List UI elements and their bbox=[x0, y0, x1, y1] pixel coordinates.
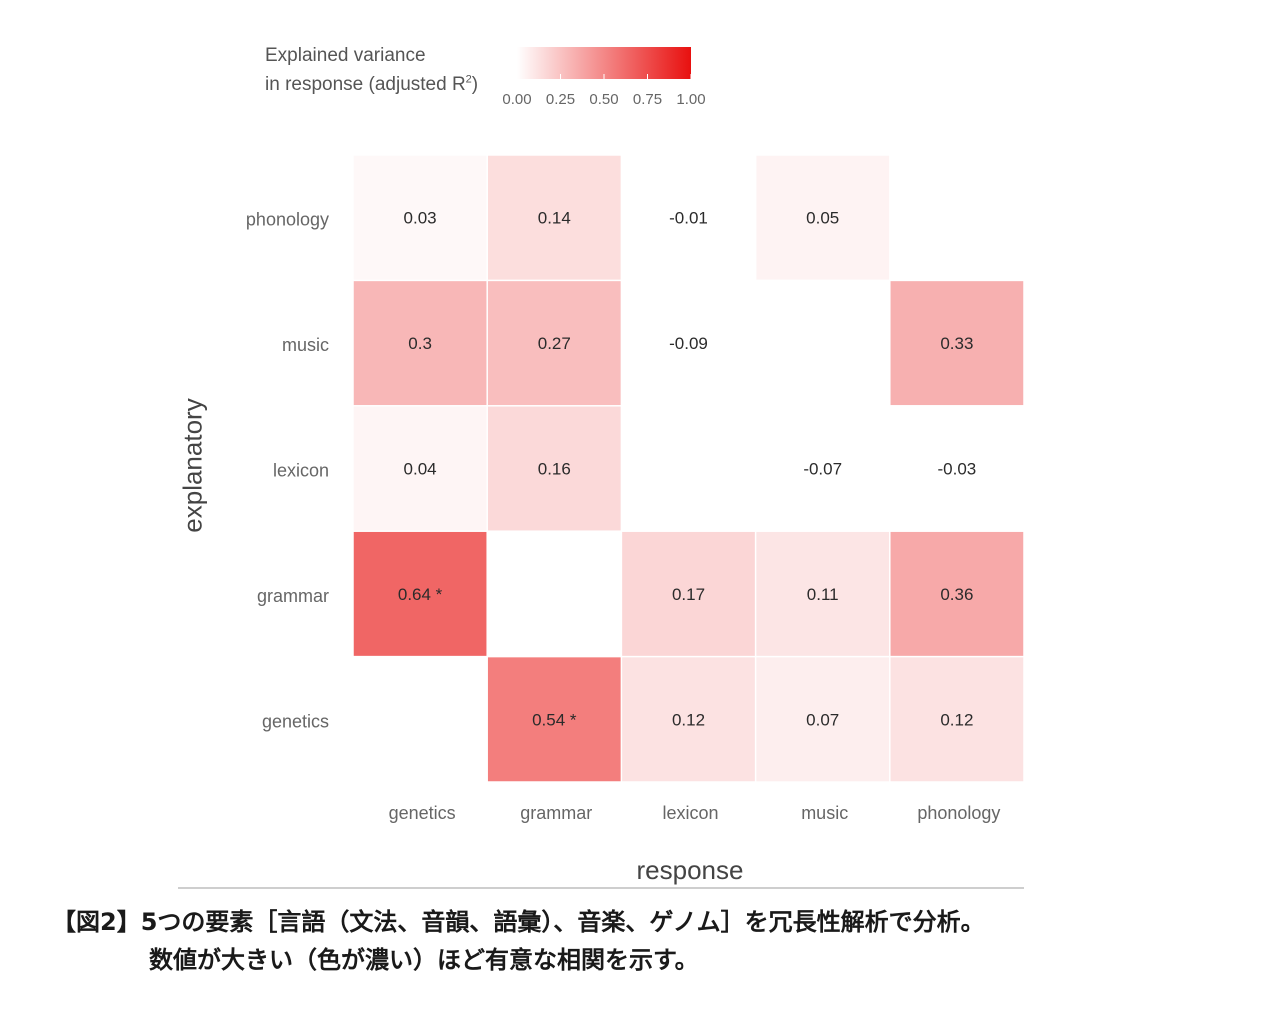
heatmap-cell bbox=[890, 531, 1024, 656]
x-tick-label: phonology bbox=[917, 803, 1000, 823]
heatmap-cell bbox=[890, 281, 1024, 406]
color-legend: 0.00 0.25 0.50 0.75 1.00 bbox=[502, 47, 706, 108]
x-tick-label: grammar bbox=[520, 803, 592, 823]
y-axis-label: explanatory bbox=[177, 398, 208, 533]
legend-tick-label: 0.50 bbox=[589, 91, 618, 108]
cell-value-label: 0.3 bbox=[408, 334, 432, 353]
cell-value-label: 0.03 bbox=[404, 209, 437, 228]
cell-value-label: -0.03 bbox=[938, 460, 977, 479]
heatmap-cell bbox=[622, 531, 755, 656]
x-tick-label: genetics bbox=[389, 803, 456, 823]
y-tick-label: lexicon bbox=[273, 461, 329, 481]
x-axis-ticks: genetics grammar lexicon music phonology bbox=[389, 803, 1001, 823]
heatmap-cell bbox=[890, 657, 1024, 782]
heatmap-cell bbox=[622, 657, 755, 782]
legend-tick-label: 1.00 bbox=[676, 91, 705, 108]
legend-title-line2: in response (adjusted R2) bbox=[265, 74, 479, 96]
y-tick-label: grammar bbox=[257, 586, 329, 606]
legend-tick-label: 0.25 bbox=[546, 91, 575, 108]
cell-value-label: -0.07 bbox=[803, 460, 842, 479]
cell-value-label: 0.33 bbox=[940, 334, 973, 353]
x-tick-label: music bbox=[801, 803, 848, 823]
heatmap-cell bbox=[353, 406, 487, 531]
cell-value-label: 0.54 * bbox=[532, 710, 577, 729]
cell-value-label: 0.11 bbox=[807, 585, 839, 604]
cell-value-label: -0.01 bbox=[669, 209, 708, 228]
cell-value-label: 0.27 bbox=[538, 334, 571, 353]
cell-value-label: 0.04 bbox=[404, 460, 437, 479]
legend-title-line1: Explained variance bbox=[265, 45, 426, 66]
cell-value-label: 0.36 bbox=[940, 585, 973, 604]
cell-value-label: 0.12 bbox=[672, 710, 705, 729]
caption-line2: 数値が大きい（色が濃い）ほど有意な相関を示す。 bbox=[149, 946, 699, 974]
cell-value-label: 0.05 bbox=[806, 209, 839, 228]
cell-value-label: 0.14 bbox=[538, 209, 571, 228]
legend-title: Explained variance in response (adjusted… bbox=[265, 43, 478, 97]
cell-value-label: 0.64 * bbox=[398, 585, 443, 604]
heatmap-cell bbox=[890, 406, 1024, 531]
heatmap-cell bbox=[353, 155, 487, 280]
cell-value-label: 0.12 bbox=[940, 710, 973, 729]
y-tick-label: genetics bbox=[262, 711, 329, 731]
cell-value-label: 0.07 bbox=[806, 710, 839, 729]
heatmap-cell bbox=[756, 657, 890, 782]
heatmap-cell bbox=[622, 281, 755, 406]
cell-value-label: 0.16 bbox=[538, 460, 571, 479]
cell-value-label: 0.17 bbox=[672, 585, 705, 604]
heatmap-cell bbox=[756, 155, 890, 280]
caption-line1: 【図2】5つの要素［言語（文法、音韻、語彙）、音楽、ゲノム］を冗長性解析で分析。 bbox=[52, 908, 985, 936]
heatmap-cell bbox=[353, 531, 487, 656]
heatmap-cell bbox=[353, 281, 487, 406]
y-tick-label: music bbox=[282, 335, 329, 355]
legend-tick-label: 0.75 bbox=[633, 91, 662, 108]
legend-tick-label: 0.00 bbox=[502, 91, 531, 108]
heatmap-cell bbox=[487, 657, 621, 782]
heatmap-cells: 0.03 0.14 -0.01 0.05 0.3 0.27 -0.09 0.33 0.04 0.1… bbox=[353, 155, 1024, 782]
figure-caption: 【図2】5つの要素［言語（文法、音韻、語彙）、音楽、ゲノム］を冗長性解析で分析。… bbox=[52, 903, 1252, 979]
x-tick-label: lexicon bbox=[662, 803, 718, 823]
heatmap-cell bbox=[756, 531, 890, 656]
cell-value-label: -0.09 bbox=[669, 334, 708, 353]
heatmap-cell bbox=[622, 155, 755, 280]
heatmap-cell bbox=[487, 155, 621, 280]
y-axis-ticks: genetics grammar lexicon music phonology bbox=[246, 210, 329, 732]
legend-color-bar bbox=[517, 47, 691, 79]
y-tick-label: phonology bbox=[246, 210, 329, 230]
heatmap-cell bbox=[487, 281, 621, 406]
heatmap-cell bbox=[756, 406, 890, 531]
heatmap-cell bbox=[487, 406, 621, 531]
x-axis-label: response bbox=[636, 855, 744, 885]
